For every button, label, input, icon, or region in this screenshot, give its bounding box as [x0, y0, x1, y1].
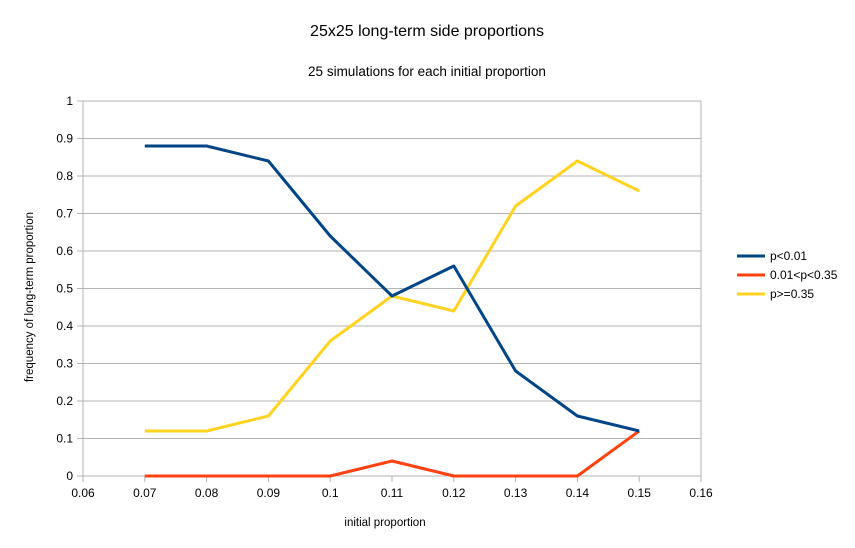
y-tick-label: 0.4	[56, 319, 73, 333]
y-axis-label: frequency of long-term proportion	[24, 212, 36, 382]
x-axis-label: initial proportion	[344, 517, 425, 529]
y-tick-label: 0	[66, 469, 73, 483]
y-tick-label: 1	[66, 94, 73, 108]
x-tick-label: 0.12	[442, 486, 466, 500]
x-tick-labels: 0.06 0.07 0.08 0.09 0.1 0.11 0.12 0.13 0.14 0.15 0…	[71, 486, 713, 500]
legend-entry: 0.01<p<0.35	[770, 268, 838, 282]
x-tick-label: 0.07	[133, 486, 157, 500]
axes	[82, 101, 702, 482]
series-line-0	[144, 144, 640, 433]
x-tick-label: 0.15	[628, 486, 652, 500]
x-tick-label: 0.13	[504, 486, 528, 500]
y-tick-label: 0.2	[56, 394, 73, 408]
legend-entry: p<0.01	[770, 249, 807, 263]
y-tick-label: 0.6	[56, 244, 73, 258]
x-tick-label: 0.06	[71, 486, 95, 500]
series-lines	[144, 144, 641, 478]
y-tick-label: 0.9	[56, 132, 73, 146]
x-tick-label: 0.09	[257, 486, 281, 500]
x-tick-label: 0.08	[195, 486, 219, 500]
legend: p<0.01 0.01<p<0.35 p>=0.35	[737, 249, 838, 301]
x-tick-label: 0.16	[689, 486, 713, 500]
series-line-1	[144, 429, 641, 478]
y-tick-label: 0.3	[56, 357, 73, 371]
y-tick-label: 0.7	[56, 207, 73, 221]
y-tick-label: 0.1	[56, 432, 73, 446]
gridlines	[77, 100, 701, 477]
y-tick-label: 0.8	[56, 169, 73, 183]
legend-entry: p>=0.35	[770, 287, 814, 301]
chart-title: 25x25 long-term side proportions	[310, 23, 544, 40]
x-tick-label: 0.1	[322, 486, 339, 500]
x-tick-label: 0.11	[381, 486, 404, 500]
y-tick-labels: 0 0.1 0.2 0.3 0.4 0.5 0.6 0.7 0.8 0.9 1	[56, 94, 73, 483]
x-tick-label: 0.14	[566, 486, 590, 500]
chart-subtitle: 25 simulations for each initial proporti…	[308, 64, 546, 79]
y-tick-label: 0.5	[56, 282, 73, 296]
